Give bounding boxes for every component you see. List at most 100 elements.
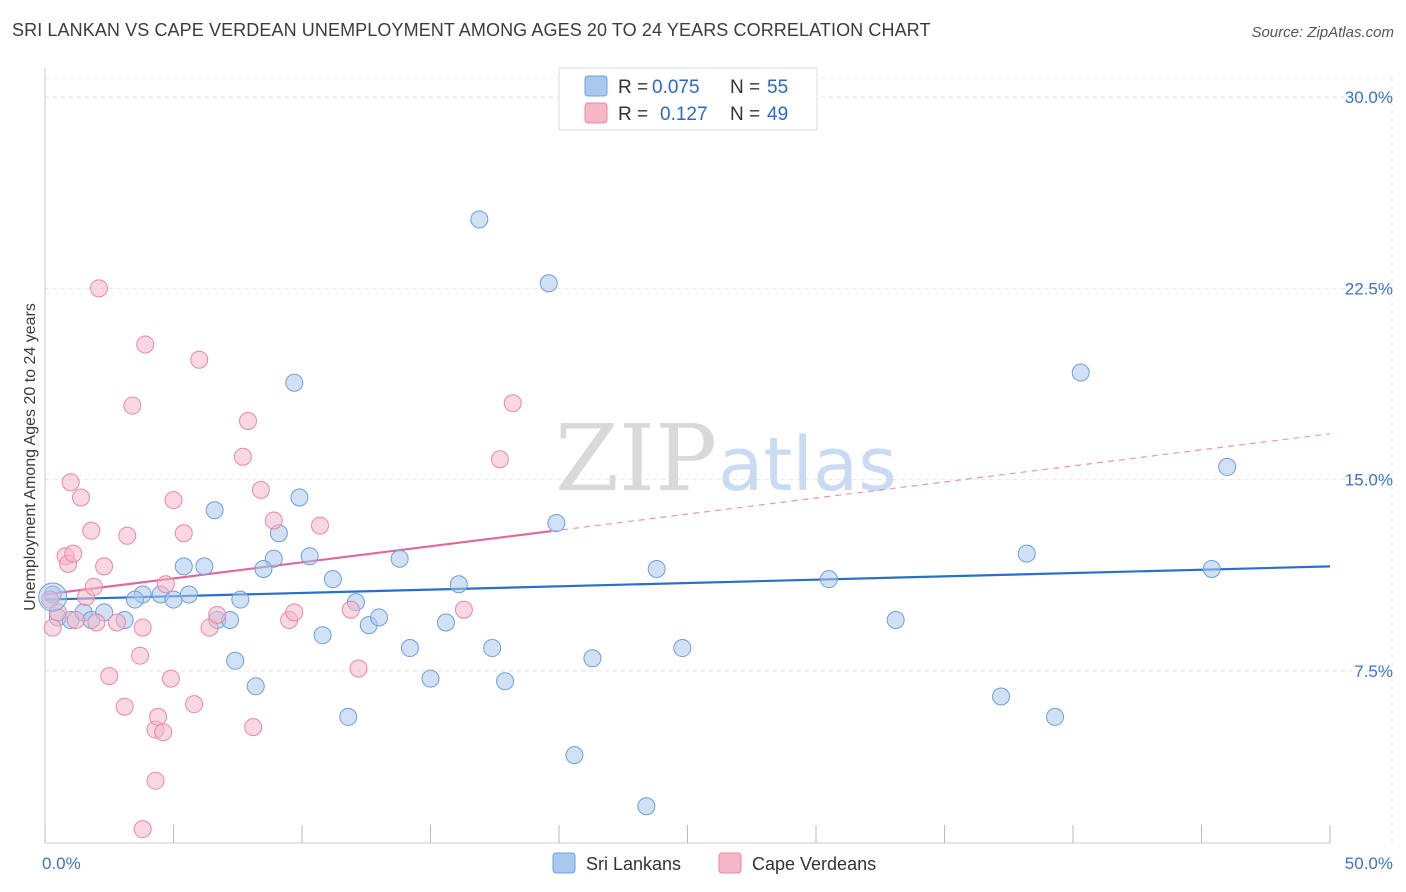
y-tick-label: 7.5% <box>1354 662 1393 681</box>
sri-lankan-point <box>125 590 144 609</box>
legend-r-label: R = <box>618 104 648 125</box>
watermark: ZIP atlas <box>555 405 897 512</box>
sri-lankan-point <box>174 557 193 576</box>
y-axis-label: Unemployment Among Ages 20 to 24 years <box>22 303 39 611</box>
sri-lankan-point <box>637 797 656 816</box>
cape-verdean-point <box>310 516 329 535</box>
sri-lankan-point <box>483 639 502 658</box>
chart-title: SRI LANKAN VS CAPE VERDEAN UNEMPLOYMENT … <box>12 20 931 40</box>
series-legend: Sri Lankans Cape Verdeans <box>552 852 876 874</box>
cape-verdean-point <box>149 707 168 726</box>
sri-lankan-point <box>470 210 489 229</box>
cape-verdean-point <box>43 618 62 637</box>
sri-lankan-point <box>246 677 265 696</box>
legend-swatch-sri-lankans <box>552 852 576 874</box>
sri-lankan-point <box>300 547 319 566</box>
cape-verdean-point <box>64 544 83 563</box>
cape-verdean-point <box>118 526 137 545</box>
cape-verdean-point <box>454 600 473 619</box>
legend-n-value: 49 <box>767 104 788 125</box>
sri-lankan-point <box>323 570 342 589</box>
x-tick-labels: 0.0% 50.0% <box>42 854 1393 873</box>
cape-verdean-point <box>66 610 85 629</box>
sri-lankan-point <box>164 590 183 609</box>
cape-verdean-point <box>239 411 258 430</box>
sri-lankan-point <box>254 559 273 578</box>
sri-lankan-point <box>231 590 250 609</box>
cape-verdean-point <box>264 511 283 530</box>
source-attribution: Source: ZipAtlas.com <box>1251 24 1394 41</box>
correlation-legend: R = 0.075 N = 55 R = 0.127 N = 49 <box>558 67 818 131</box>
sri-lankan-point <box>673 639 692 658</box>
legend-r-value: 0.127 <box>660 104 708 125</box>
cape-verdean-point <box>95 557 114 576</box>
cape-verdean-point <box>161 669 180 688</box>
sri-lankan-point <box>992 687 1011 706</box>
sri-lankan-point <box>339 707 358 726</box>
sri-lankan-point <box>370 608 389 627</box>
legend-n-value: 55 <box>767 77 788 98</box>
cape-verdean-point <box>285 603 304 622</box>
cape-verdean-point <box>115 697 134 716</box>
cape-verdean-point <box>123 396 142 415</box>
cape-verdean-point <box>156 575 175 594</box>
sri-lankan-point <box>819 570 838 589</box>
cape-verdean-point <box>251 480 270 499</box>
cape-verdean-point <box>185 695 204 714</box>
legend-label-sri-lankans: Sri Lankans <box>586 854 681 874</box>
sri-lankan-point <box>195 557 214 576</box>
sri-lankan-point <box>421 669 440 688</box>
sri-lankan-point <box>179 585 198 604</box>
sri-lankan-point <box>539 274 558 293</box>
cape-verdean-point <box>233 447 252 466</box>
trend-lines <box>44 433 1331 601</box>
x-tick-label-min: 0.0% <box>42 854 81 873</box>
sri-lankan-point <box>1071 363 1090 382</box>
sri-lankan-point <box>400 639 419 658</box>
cape-verdean-point <box>208 605 227 624</box>
legend-n-label: N = <box>730 77 760 98</box>
cape-verdean-trend-extension <box>551 433 1331 532</box>
sri-lankan-point <box>290 488 309 507</box>
y-tick-label: 15.0% <box>1345 471 1393 490</box>
cape-verdean-point <box>133 618 152 637</box>
watermark-atlas: atlas <box>718 422 897 508</box>
y-tick-label: 30.0% <box>1345 88 1393 107</box>
sri-lankan-point <box>496 672 515 691</box>
sri-lankan-point <box>1218 457 1237 476</box>
cape-verdean-point <box>190 350 209 369</box>
legend-n-label: N = <box>730 104 760 125</box>
legend-r-value: 0.075 <box>652 77 700 98</box>
sri-lankan-point <box>886 610 905 629</box>
cape-verdean-point <box>71 488 90 507</box>
legend-swatch-cape-verdeans <box>718 852 742 874</box>
sri-lankan-point <box>565 746 584 765</box>
cape-verdean-point <box>244 718 263 737</box>
data-points <box>38 210 1237 839</box>
sri-lankan-point <box>1017 544 1036 563</box>
cape-verdean-point <box>87 613 106 632</box>
cape-verdean-point <box>490 450 509 469</box>
cape-verdean-point <box>164 491 183 510</box>
cape-verdean-trend-line <box>44 530 552 596</box>
legend-r-label: R = <box>618 77 648 98</box>
sri-lankan-point <box>390 549 409 568</box>
axes <box>44 68 1331 844</box>
sri-lankan-point-cluster <box>38 582 68 612</box>
cape-verdean-point <box>341 600 360 619</box>
cape-verdean-point <box>133 820 152 839</box>
legend-swatch-cape-verdeans <box>584 102 608 124</box>
sri-lankan-point <box>313 626 332 645</box>
cape-verdean-point <box>107 613 126 632</box>
y-tick-label: 22.5% <box>1345 279 1393 298</box>
watermark-zip: ZIP <box>555 405 717 512</box>
sri-lankan-point <box>205 501 224 520</box>
cape-verdean-point <box>174 524 193 543</box>
y-tick-labels: 7.5% 15.0% 22.5% 30.0% <box>1345 88 1393 681</box>
x-tick-label-max: 50.0% <box>1345 854 1393 873</box>
cape-verdean-point <box>131 646 150 665</box>
sri-lankan-point <box>285 373 304 392</box>
sri-lankan-point <box>449 575 468 594</box>
sri-lankan-point <box>583 649 602 668</box>
